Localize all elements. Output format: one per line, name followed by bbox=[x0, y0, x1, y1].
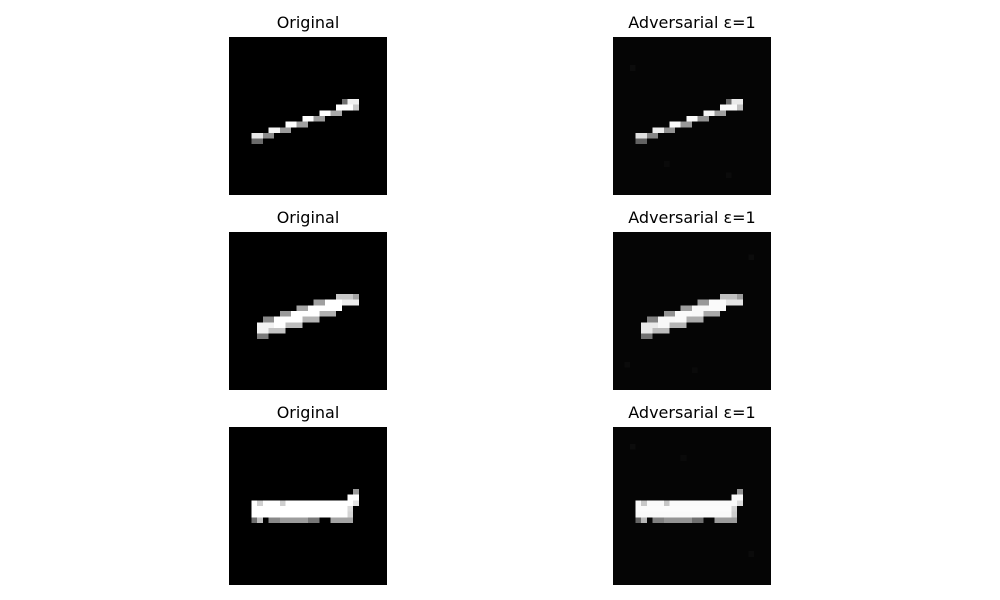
digit-image-original-2 bbox=[229, 232, 387, 390]
digit-image-adversarial-3 bbox=[613, 427, 771, 585]
panel-title: Adversarial ε=1 bbox=[628, 13, 756, 32]
digit-image-adversarial-2 bbox=[613, 232, 771, 390]
panel-title: Adversarial ε=1 bbox=[628, 208, 756, 227]
panel-title: Original bbox=[276, 208, 340, 227]
digit-image-original-1 bbox=[229, 37, 387, 195]
panel-title: Original bbox=[276, 403, 340, 422]
panel-title: Original bbox=[276, 13, 340, 32]
panel-title: Adversarial ε=1 bbox=[628, 403, 756, 422]
digit-image-original-3 bbox=[229, 427, 387, 585]
digit-image-adversarial-1 bbox=[613, 37, 771, 195]
